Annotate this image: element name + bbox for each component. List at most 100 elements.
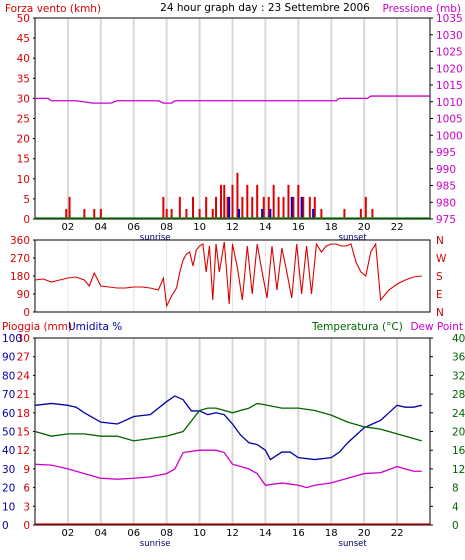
compass-y-tick: E bbox=[436, 289, 443, 301]
humidity-y-tick: 90 bbox=[2, 352, 15, 364]
humidity-y-tick: 60 bbox=[2, 408, 15, 420]
rain-y-tick: 18 bbox=[17, 408, 30, 420]
rain-y-tick: 30 bbox=[17, 333, 30, 345]
humidity-y-tick: 10 bbox=[2, 501, 15, 513]
x-tick-top: 18 bbox=[325, 222, 338, 233]
wind-bar bbox=[185, 208, 188, 219]
wind-bar bbox=[272, 184, 275, 219]
temperature-y-tick: 16 bbox=[452, 445, 465, 457]
temperature-y-tick: 28 bbox=[452, 389, 465, 401]
dewpoint-line bbox=[34, 449, 422, 489]
dewpoint-axis-label: Dew Point bbox=[410, 321, 463, 333]
gust-bar bbox=[238, 208, 241, 219]
x-tick-bottom: 16 bbox=[292, 528, 305, 539]
compass-y-tick: N bbox=[436, 235, 444, 247]
compass-y-tick: W bbox=[436, 253, 447, 265]
temperature-y-tick: 40 bbox=[452, 333, 465, 345]
x-tick-top: 10 bbox=[193, 222, 206, 233]
rain-y-tick: 6 bbox=[23, 483, 30, 495]
x-tick-top: 06 bbox=[127, 222, 140, 233]
wind-bar bbox=[99, 208, 102, 219]
wind-bar bbox=[65, 208, 68, 219]
direction-y-tick: 270 bbox=[10, 253, 30, 265]
pressure-y-tick: 1035 bbox=[436, 13, 463, 25]
wind-bar bbox=[236, 172, 239, 219]
pressure-y-tick: 1020 bbox=[436, 63, 463, 75]
wind-bar bbox=[371, 208, 374, 219]
rain-y-tick: 21 bbox=[17, 389, 30, 401]
direction-line bbox=[34, 241, 422, 308]
temperature-y-tick: 8 bbox=[452, 483, 459, 495]
temperature-y-tick: 4 bbox=[452, 501, 459, 513]
wind-bar bbox=[302, 196, 305, 219]
wind-y-tick: 45 bbox=[17, 33, 30, 45]
temperature-y-tick: 0 bbox=[452, 520, 459, 532]
wind-bar bbox=[287, 184, 290, 219]
wind-bar bbox=[198, 208, 201, 219]
pressure-axis-label: Pressione (mb) bbox=[382, 3, 461, 15]
gust-bar bbox=[228, 196, 231, 219]
wind-bar bbox=[308, 196, 311, 219]
x-tick-bottom: 10 bbox=[193, 528, 206, 539]
wind-bar bbox=[297, 184, 300, 219]
humidity-y-tick: 80 bbox=[2, 370, 15, 382]
wind-y-tick: 35 bbox=[17, 73, 30, 85]
direction-y-tick: 180 bbox=[10, 271, 30, 283]
gust-bar bbox=[300, 196, 303, 219]
wind-bar bbox=[320, 208, 323, 219]
temperature-y-tick: 32 bbox=[452, 370, 465, 382]
x-tick-bottom: 06 bbox=[127, 528, 140, 539]
rain-y-tick: 24 bbox=[17, 370, 31, 382]
temperature-y-tick: 36 bbox=[452, 352, 465, 364]
pressure-y-tick: 975 bbox=[436, 214, 456, 226]
wind-y-tick: 5 bbox=[23, 194, 30, 206]
wind-bar bbox=[83, 208, 86, 219]
wind-y-tick: 40 bbox=[17, 53, 30, 65]
wind-bar bbox=[215, 196, 218, 219]
temperature-y-tick: 20 bbox=[452, 427, 465, 439]
wind-bar bbox=[313, 196, 316, 219]
wind-y-tick: 0 bbox=[23, 214, 30, 226]
wind-bar bbox=[359, 208, 362, 219]
wind-bar bbox=[343, 208, 346, 219]
x-tick-top: 04 bbox=[94, 222, 107, 233]
pressure-y-tick: 1025 bbox=[436, 47, 463, 59]
x-tick-bottom: 08 bbox=[160, 528, 173, 539]
pressure-y-tick: 995 bbox=[436, 147, 456, 159]
gust-bar bbox=[261, 208, 264, 219]
wind-bar bbox=[292, 196, 295, 219]
humidity-y-tick: 100 bbox=[2, 333, 22, 345]
humidity-y-tick: 50 bbox=[2, 427, 15, 439]
wind-bar bbox=[226, 196, 229, 219]
x-tick-bottom: 20 bbox=[358, 528, 371, 539]
humidity-y-tick: 40 bbox=[2, 445, 15, 457]
wind-axis-label: Forza vento (kmh) bbox=[5, 3, 101, 15]
humidity-y-tick: 20 bbox=[2, 483, 15, 495]
wind-bar bbox=[364, 196, 367, 219]
wind-bar bbox=[246, 184, 249, 219]
wind-bar bbox=[231, 184, 234, 219]
direction-y-tick: 0 bbox=[23, 307, 30, 319]
pressure-line bbox=[35, 95, 430, 104]
temperature-axis-label: Temperatura (°C) bbox=[311, 321, 403, 333]
humidity-y-tick: 70 bbox=[2, 389, 15, 401]
wind-bar bbox=[267, 196, 270, 219]
pressure-y-tick: 1015 bbox=[436, 80, 463, 92]
wind-bar bbox=[262, 196, 265, 219]
x-tick-bottom: 12 bbox=[226, 528, 239, 539]
x-tick-top: 12 bbox=[226, 222, 239, 233]
rain-y-tick: 27 bbox=[17, 352, 30, 364]
wind-bar bbox=[170, 208, 173, 219]
x-tick-top: 16 bbox=[292, 222, 305, 233]
wind-bar bbox=[178, 196, 181, 219]
direction-y-tick: 360 bbox=[10, 235, 30, 247]
pressure-y-tick: 985 bbox=[436, 181, 456, 193]
x-tick-bottom: 18 bbox=[325, 528, 338, 539]
sunrise-label-bottom: sunrise bbox=[140, 539, 171, 549]
rain-y-tick: 15 bbox=[17, 427, 30, 439]
wind-y-tick: 10 bbox=[17, 174, 30, 186]
compass-y-tick: N bbox=[436, 307, 444, 319]
sunset-label-bottom: sunset bbox=[339, 539, 368, 549]
wind-bar bbox=[93, 208, 96, 219]
